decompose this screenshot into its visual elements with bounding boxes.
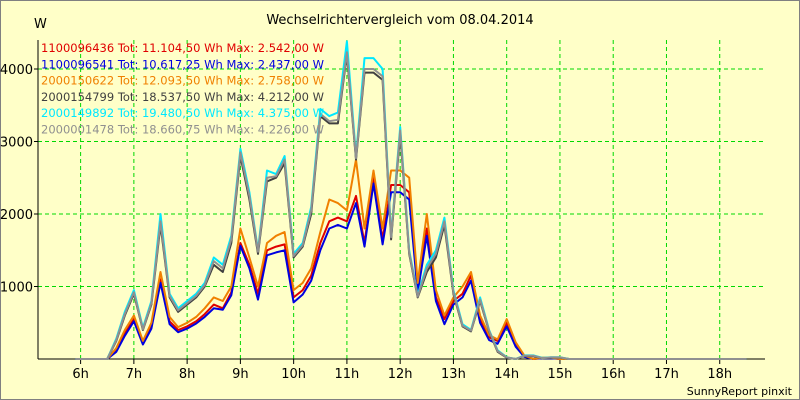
x-tick-label-14h: 14h xyxy=(494,367,519,382)
series-lines xyxy=(75,40,747,360)
x-tick-label-7h: 7h xyxy=(126,367,143,382)
x-tick-label-6h: 6h xyxy=(72,367,89,382)
y-tick-label-3000: 3000 xyxy=(0,136,33,151)
x-tick-label-13h: 13h xyxy=(441,367,466,382)
x-tick-label-11h: 11h xyxy=(335,367,360,382)
series-line-2000001478 xyxy=(75,51,747,360)
x-tick-label-10h: 10h xyxy=(281,367,306,382)
legend-entry-1100096541: 1100096541 Tot: 10.617,25 Wh Max: 2.437,… xyxy=(41,57,324,71)
chart-title: Wechselrichtervergleich vom 08.04.2014 xyxy=(266,13,533,28)
x-tick-label-18h: 18h xyxy=(707,367,732,382)
legend-entry-2000150622: 2000150622 Tot: 12.093,50 Wh Max: 2.758,… xyxy=(41,74,324,88)
x-tick-label-15h: 15h xyxy=(548,367,573,382)
y-tick-label-2000: 2000 xyxy=(0,208,33,223)
legend: 1100096436 Tot: 11.104,50 Wh Max: 2.542,… xyxy=(41,41,324,137)
x-tick-label-16h: 16h xyxy=(601,367,626,382)
y-axis-label: W xyxy=(34,17,47,32)
footer-credit: SunnyReport pinxit xyxy=(687,385,793,398)
x-tick-label-12h: 12h xyxy=(388,367,413,382)
x-tick-label-17h: 17h xyxy=(654,367,679,382)
legend-entry-1100096436: 1100096436 Tot: 11.104,50 Wh Max: 2.542,… xyxy=(41,41,324,55)
legend-entry-2000001478: 2000001478 Tot: 18.660,75 Wh Max: 4.226,… xyxy=(41,123,324,137)
x-tick-label-9h: 9h xyxy=(232,367,249,382)
legend-entry-2000149892: 2000149892 Tot: 19.480,50 Wh Max: 4.375,… xyxy=(41,106,324,120)
x-tick-label-8h: 8h xyxy=(179,367,196,382)
tick-labels: 6h 7h 8h 9h 10h 11h 12h 13h 14h 15h 16h 17h 18h 1000 2… xyxy=(0,63,732,382)
y-tick-label-1000: 1000 xyxy=(0,281,33,296)
y-tick-label-4000: 4000 xyxy=(0,63,33,78)
legend-entry-2000154799: 2000154799 Tot: 18.537,50 Wh Max: 4.212,… xyxy=(41,90,324,104)
